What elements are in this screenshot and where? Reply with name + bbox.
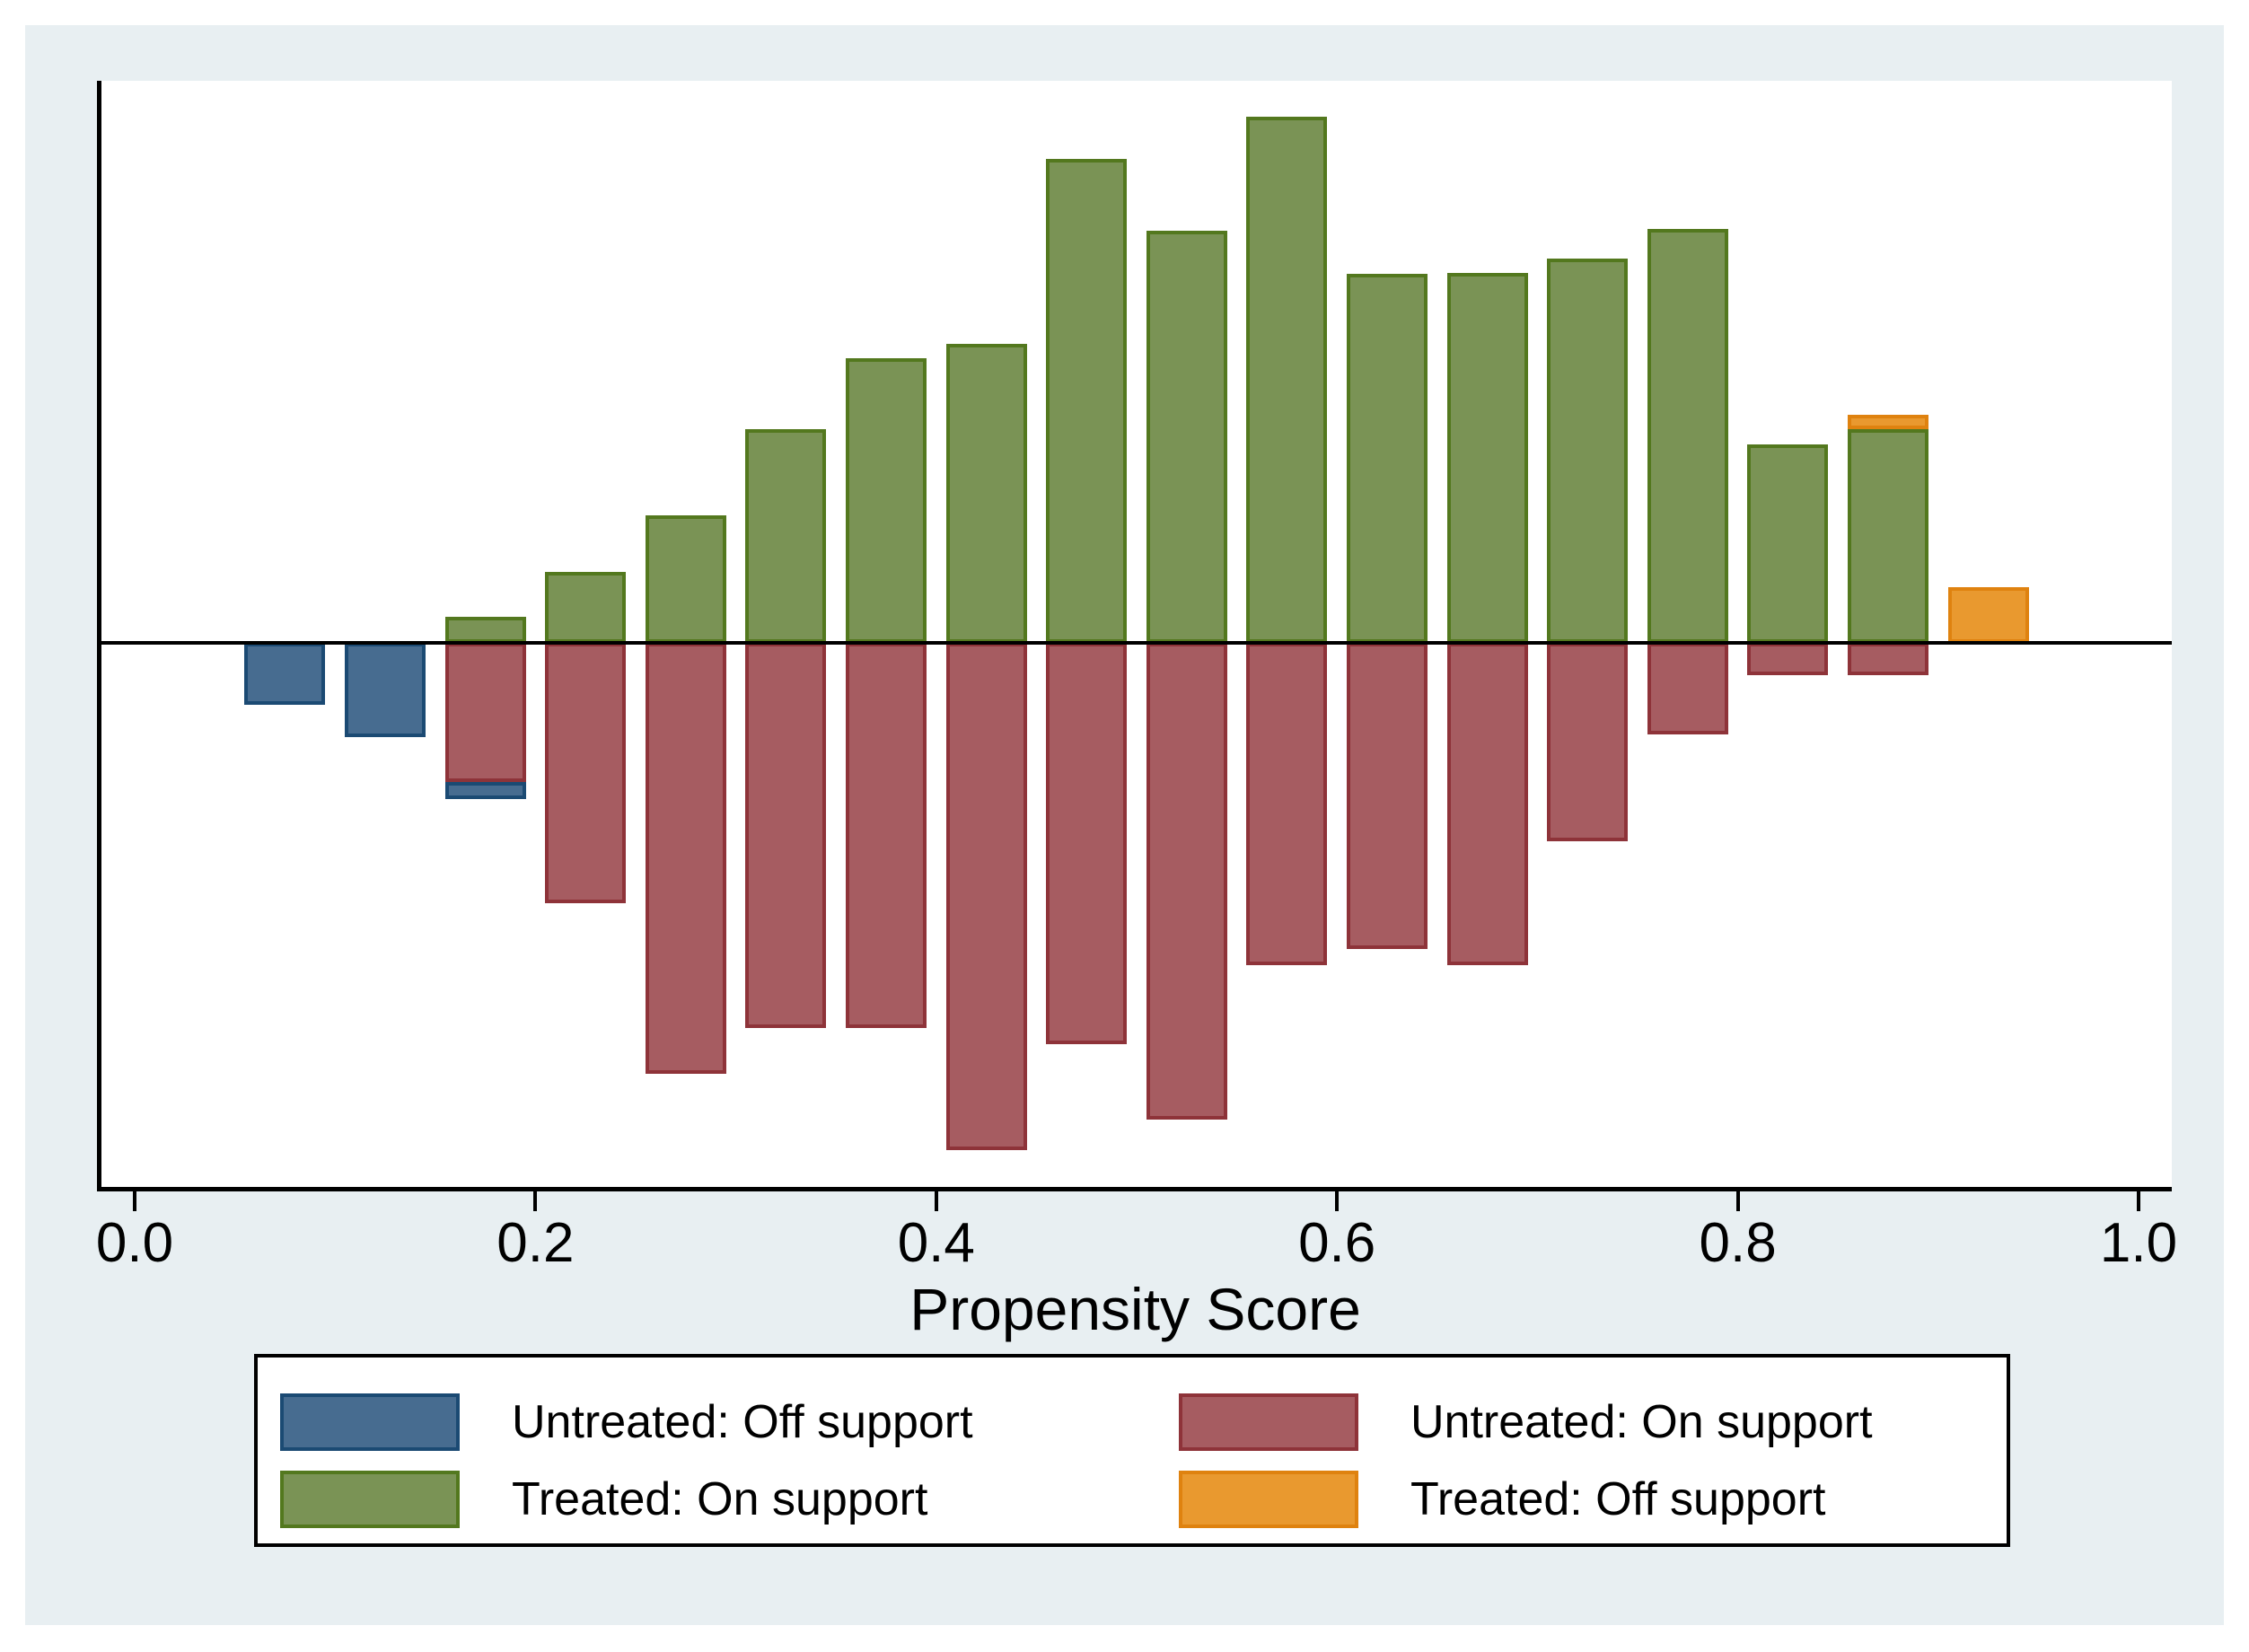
bar-segment-untreated-on [1246, 643, 1328, 965]
bar-segment-treated-on [846, 358, 927, 643]
bar-segment-treated-on [1547, 259, 1629, 643]
bar-segment-untreated-on [1347, 643, 1428, 949]
bar-segment-treated-on [745, 429, 827, 643]
bar-segment-untreated-on [1747, 643, 1829, 675]
y-axis-line [97, 81, 101, 1191]
x-axis-line [97, 1187, 2172, 1191]
x-tick [533, 1191, 538, 1211]
bar-segment-untreated-on [645, 643, 726, 1074]
bar-segment-treated-on [645, 515, 726, 643]
x-tick [2137, 1191, 2140, 1211]
x-tick [1335, 1191, 1340, 1211]
legend-swatch-treated-on-icon [280, 1471, 460, 1528]
bar-segment-untreated-off [444, 782, 526, 799]
bar-segment-treated-off [1848, 415, 1928, 429]
bar-segment-treated-on [1046, 159, 1128, 643]
bar-segment-treated-on [444, 617, 526, 643]
legend-item-treated-on: Treated: On support [280, 1471, 1179, 1528]
x-tick [133, 1191, 136, 1211]
legend-box: Untreated: Off support Untreated: On sup… [254, 1354, 2010, 1547]
x-tick-label: 0.0 [95, 1212, 174, 1274]
bar-segment-treated-on [1647, 229, 1728, 643]
x-tick-label: 0.6 [1298, 1212, 1376, 1274]
bar-segment-treated-on [1747, 444, 1829, 643]
legend-label: Untreated: On support [1410, 1396, 1873, 1448]
x-tick [1735, 1191, 1740, 1211]
bar-segment-untreated-on [745, 643, 827, 1028]
bar-segment-untreated-on [545, 643, 627, 903]
x-tick-label: 0.2 [496, 1212, 575, 1274]
bar-segment-untreated-on [1547, 643, 1629, 841]
bar-segment-untreated-off [345, 643, 426, 737]
x-tick [934, 1191, 938, 1211]
bar-segment-treated-on [1848, 429, 1928, 643]
bar-segment-treated-off [1947, 587, 2029, 643]
bar-segment-treated-on [945, 344, 1027, 643]
bar-segment-treated-on [545, 572, 627, 643]
bar-segment-treated-on [1446, 273, 1528, 643]
bar-segment-treated-on [1246, 117, 1328, 643]
bar-segment-untreated-on [1146, 643, 1227, 1120]
x-tick-label: 1.0 [2099, 1212, 2178, 1274]
bar-segment-treated-on [1146, 231, 1227, 643]
legend-item-treated-off: Treated: Off support [1179, 1471, 2007, 1528]
bar-segment-untreated-off [244, 643, 326, 705]
x-tick-label: 0.4 [897, 1212, 975, 1274]
bar-segment-untreated-on [846, 643, 927, 1028]
legend-label: Treated: Off support [1410, 1473, 1826, 1525]
legend-item-untreated-off: Untreated: Off support [280, 1393, 1179, 1451]
legend-swatch-untreated-off-icon [280, 1393, 460, 1451]
x-tick-label: 0.8 [1699, 1212, 1777, 1274]
legend-label: Treated: On support [512, 1473, 928, 1525]
bar-segment-untreated-on [444, 643, 526, 782]
bar-segment-untreated-on [1046, 643, 1128, 1044]
legend-item-untreated-on: Untreated: On support [1179, 1393, 2007, 1451]
bar-segment-treated-on [1347, 274, 1428, 643]
zero-baseline [97, 641, 2172, 645]
bar-segment-untreated-on [1446, 643, 1528, 965]
legend-swatch-treated-off-icon [1179, 1471, 1358, 1528]
bar-segment-untreated-on [945, 643, 1027, 1150]
x-axis-title: Propensity Score [909, 1276, 1361, 1342]
legend-label: Untreated: Off support [512, 1396, 973, 1448]
legend-swatch-untreated-on-icon [1179, 1393, 1358, 1451]
bar-segment-untreated-on [1647, 643, 1728, 734]
bar-segment-untreated-on [1848, 643, 1928, 675]
